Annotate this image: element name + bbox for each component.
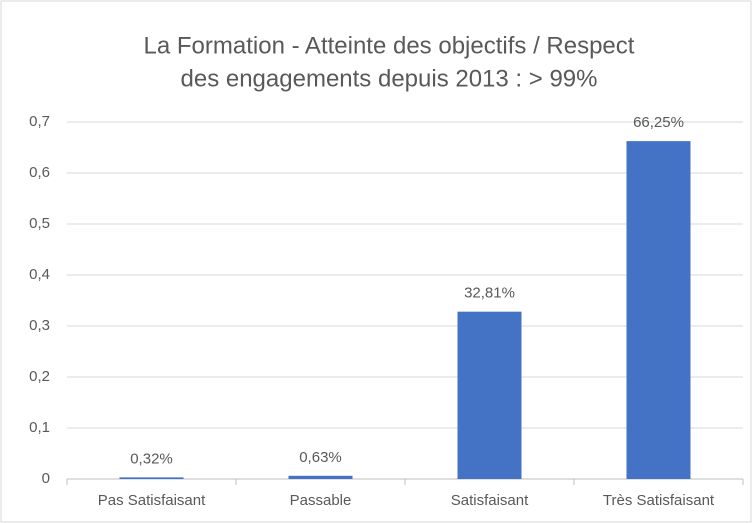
y-tick-label: 0 bbox=[42, 470, 50, 487]
bar bbox=[626, 141, 691, 479]
x-tick-label: Très Satisfaisant bbox=[603, 492, 715, 509]
y-tick-label: 0,7 bbox=[29, 113, 50, 130]
x-tick-label: Passable bbox=[290, 492, 352, 509]
y-tick-label: 0,1 bbox=[29, 419, 50, 436]
value-label: 32,81% bbox=[464, 285, 515, 302]
bar bbox=[457, 311, 522, 479]
y-tick-label: 0,5 bbox=[29, 215, 50, 232]
y-tick-label: 0,6 bbox=[29, 164, 50, 181]
y-tick-label: 0,2 bbox=[29, 368, 50, 385]
chart-title: La Formation - Atteinte des objectifs / … bbox=[144, 32, 635, 59]
bar bbox=[288, 475, 353, 479]
value-label: 66,25% bbox=[633, 114, 684, 131]
y-tick-label: 0,3 bbox=[29, 317, 50, 334]
value-label: 0,32% bbox=[130, 450, 173, 467]
x-tick-label: Satisfaisant bbox=[451, 492, 529, 509]
bar bbox=[119, 477, 184, 479]
chart-title: des engagements depuis 2013 : > 99% bbox=[181, 65, 598, 92]
x-tick-label: Pas Satisfaisant bbox=[98, 492, 206, 509]
y-tick-label: 0,4 bbox=[29, 266, 50, 283]
value-label: 0,63% bbox=[299, 449, 342, 466]
